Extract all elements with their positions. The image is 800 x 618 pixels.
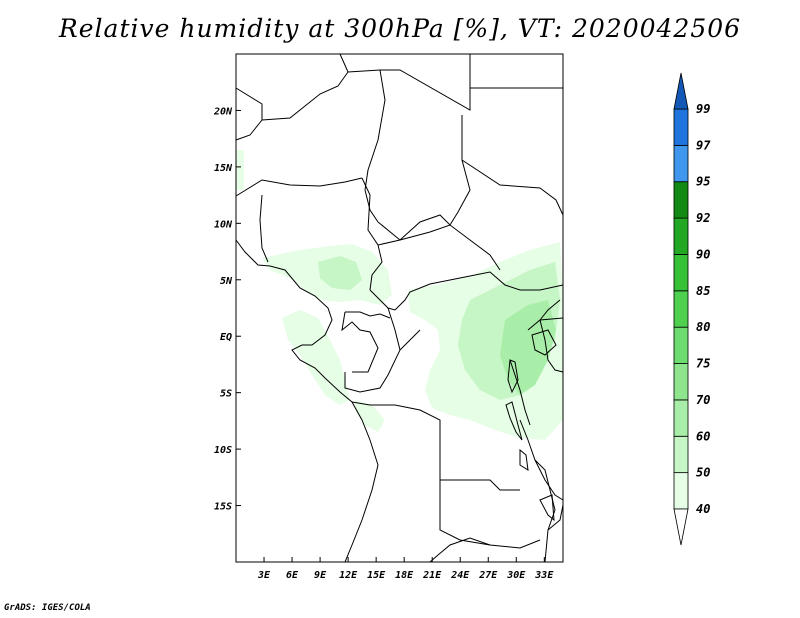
colorbar-label: 85 [696,284,710,298]
lon-tick-label: 18E [395,570,414,581]
grads-credit: GrADS: IGES/COLA [4,603,91,613]
humidity-field [236,150,563,440]
latitude-ticks: 20N 15N 10N 5N EQ 5S 10S 15S [213,106,241,513]
lon-tick-label: 9E [314,570,327,581]
lat-tick-label: 10N [214,219,233,230]
lon-tick-label: 30E [506,570,526,581]
colorbar-segment [673,363,689,401]
lon-tick-label: 3E [257,570,271,581]
colorbar-label: 70 [696,393,710,407]
colorbar-segment [673,472,689,510]
colorbar-segment [673,181,689,219]
lon-tick-label: 15E [367,570,386,581]
lon-tick-label: 27E [478,570,498,581]
colorbar-label: 80 [696,320,710,334]
lakes [505,329,557,522]
colorbar-label: 60 [696,429,710,443]
colorbar-segment [673,254,689,292]
lat-tick-label: EQ [220,332,232,343]
lon-tick-label: 6E [286,570,299,581]
lat-tick-label: 5N [220,276,233,287]
map-frame [235,53,564,563]
humidity-core-west [318,256,362,290]
colorbar-label: 90 [696,247,710,261]
colorbar-segment [673,290,689,328]
colorbar-label: 95 [696,175,710,189]
colorbar-label: 97 [696,138,711,152]
colorbar: 40 50 60 70 75 80 85 90 92 95 97 99 [673,72,711,546]
lat-tick-label: 10S [214,445,232,456]
colorbar-label: 40 [696,502,710,516]
lat-tick-label: 15S [214,502,232,513]
colorbar-segment [673,399,689,437]
lat-tick-label: 5S [220,389,232,400]
lon-tick-label: 33E [534,570,554,581]
colorbar-min-arrow [673,508,689,546]
colorbar-segment [673,108,689,146]
longitude-ticks: 3E 6E 9E 12E 15E 18E 21E 24E 27E 30E 33E [257,557,554,581]
lon-tick-label: 21E [422,570,442,581]
colorbar-label: 92 [696,211,710,225]
colorbar-max-arrow [673,72,689,110]
humidity-patch-sahel-west [236,150,244,190]
colorbar-segment [673,326,689,364]
colorbar-segment [673,217,689,255]
colorbar-label: 99 [696,102,710,116]
lat-tick-label: 20N [213,106,233,117]
colorbar-label: 75 [696,357,710,371]
humidity-patch-angola [355,400,385,432]
humidity-patch-gabon [282,310,350,405]
colorbar-segment [673,435,689,474]
lon-tick-label: 24E [450,570,470,581]
colorbar-segment [673,144,689,183]
chart-title: Relative humidity at 300hPa [%], VT: 202… [58,14,742,43]
lat-tick-label: 15N [214,163,233,174]
lon-tick-label: 12E [339,570,358,581]
colorbar-label: 50 [696,466,710,480]
